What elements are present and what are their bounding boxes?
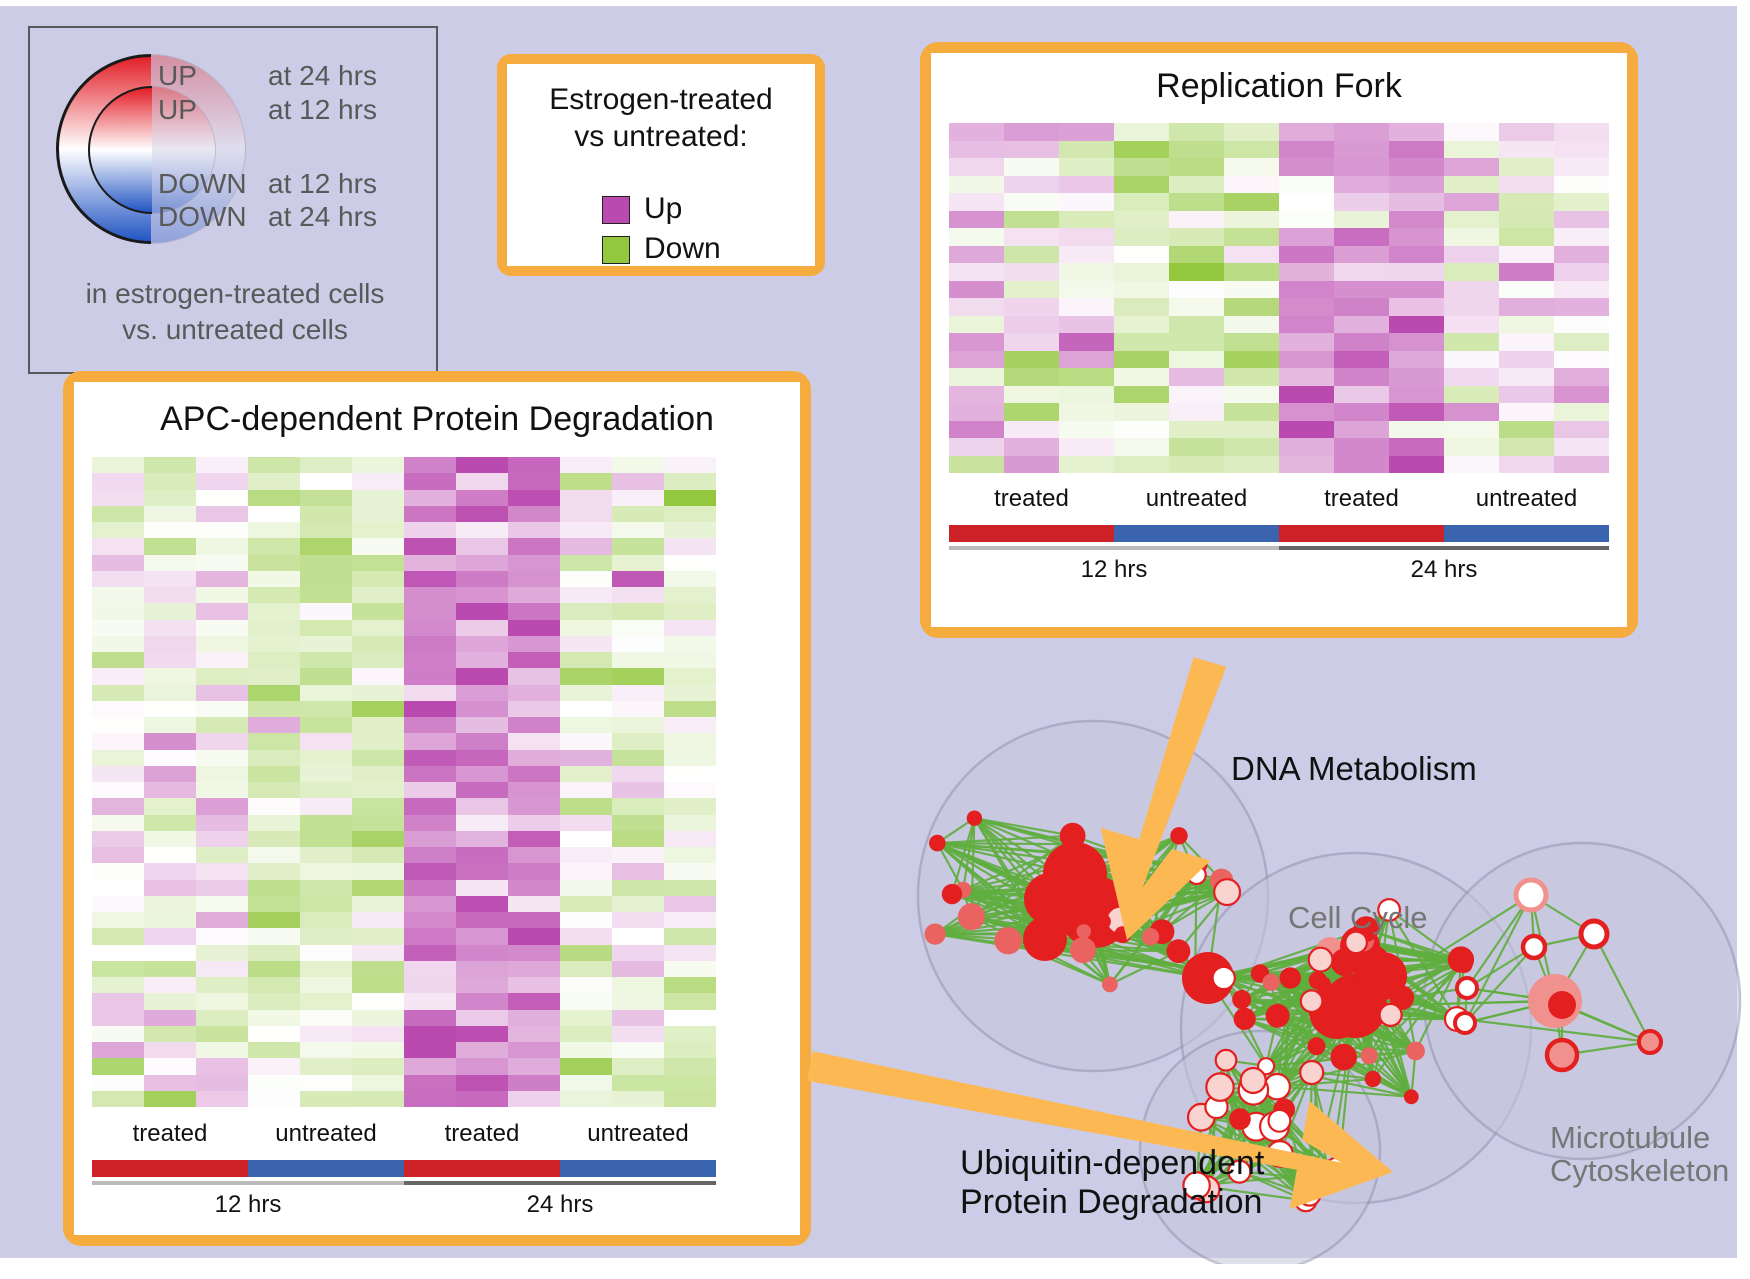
svg-text:DNA Metabolism: DNA Metabolism — [1231, 750, 1477, 787]
svg-text:Cytoskeleton: Cytoskeleton — [1550, 1153, 1729, 1188]
svg-text:Microtubule: Microtubule — [1550, 1120, 1710, 1155]
svg-text:Cell Cycle: Cell Cycle — [1288, 900, 1428, 935]
